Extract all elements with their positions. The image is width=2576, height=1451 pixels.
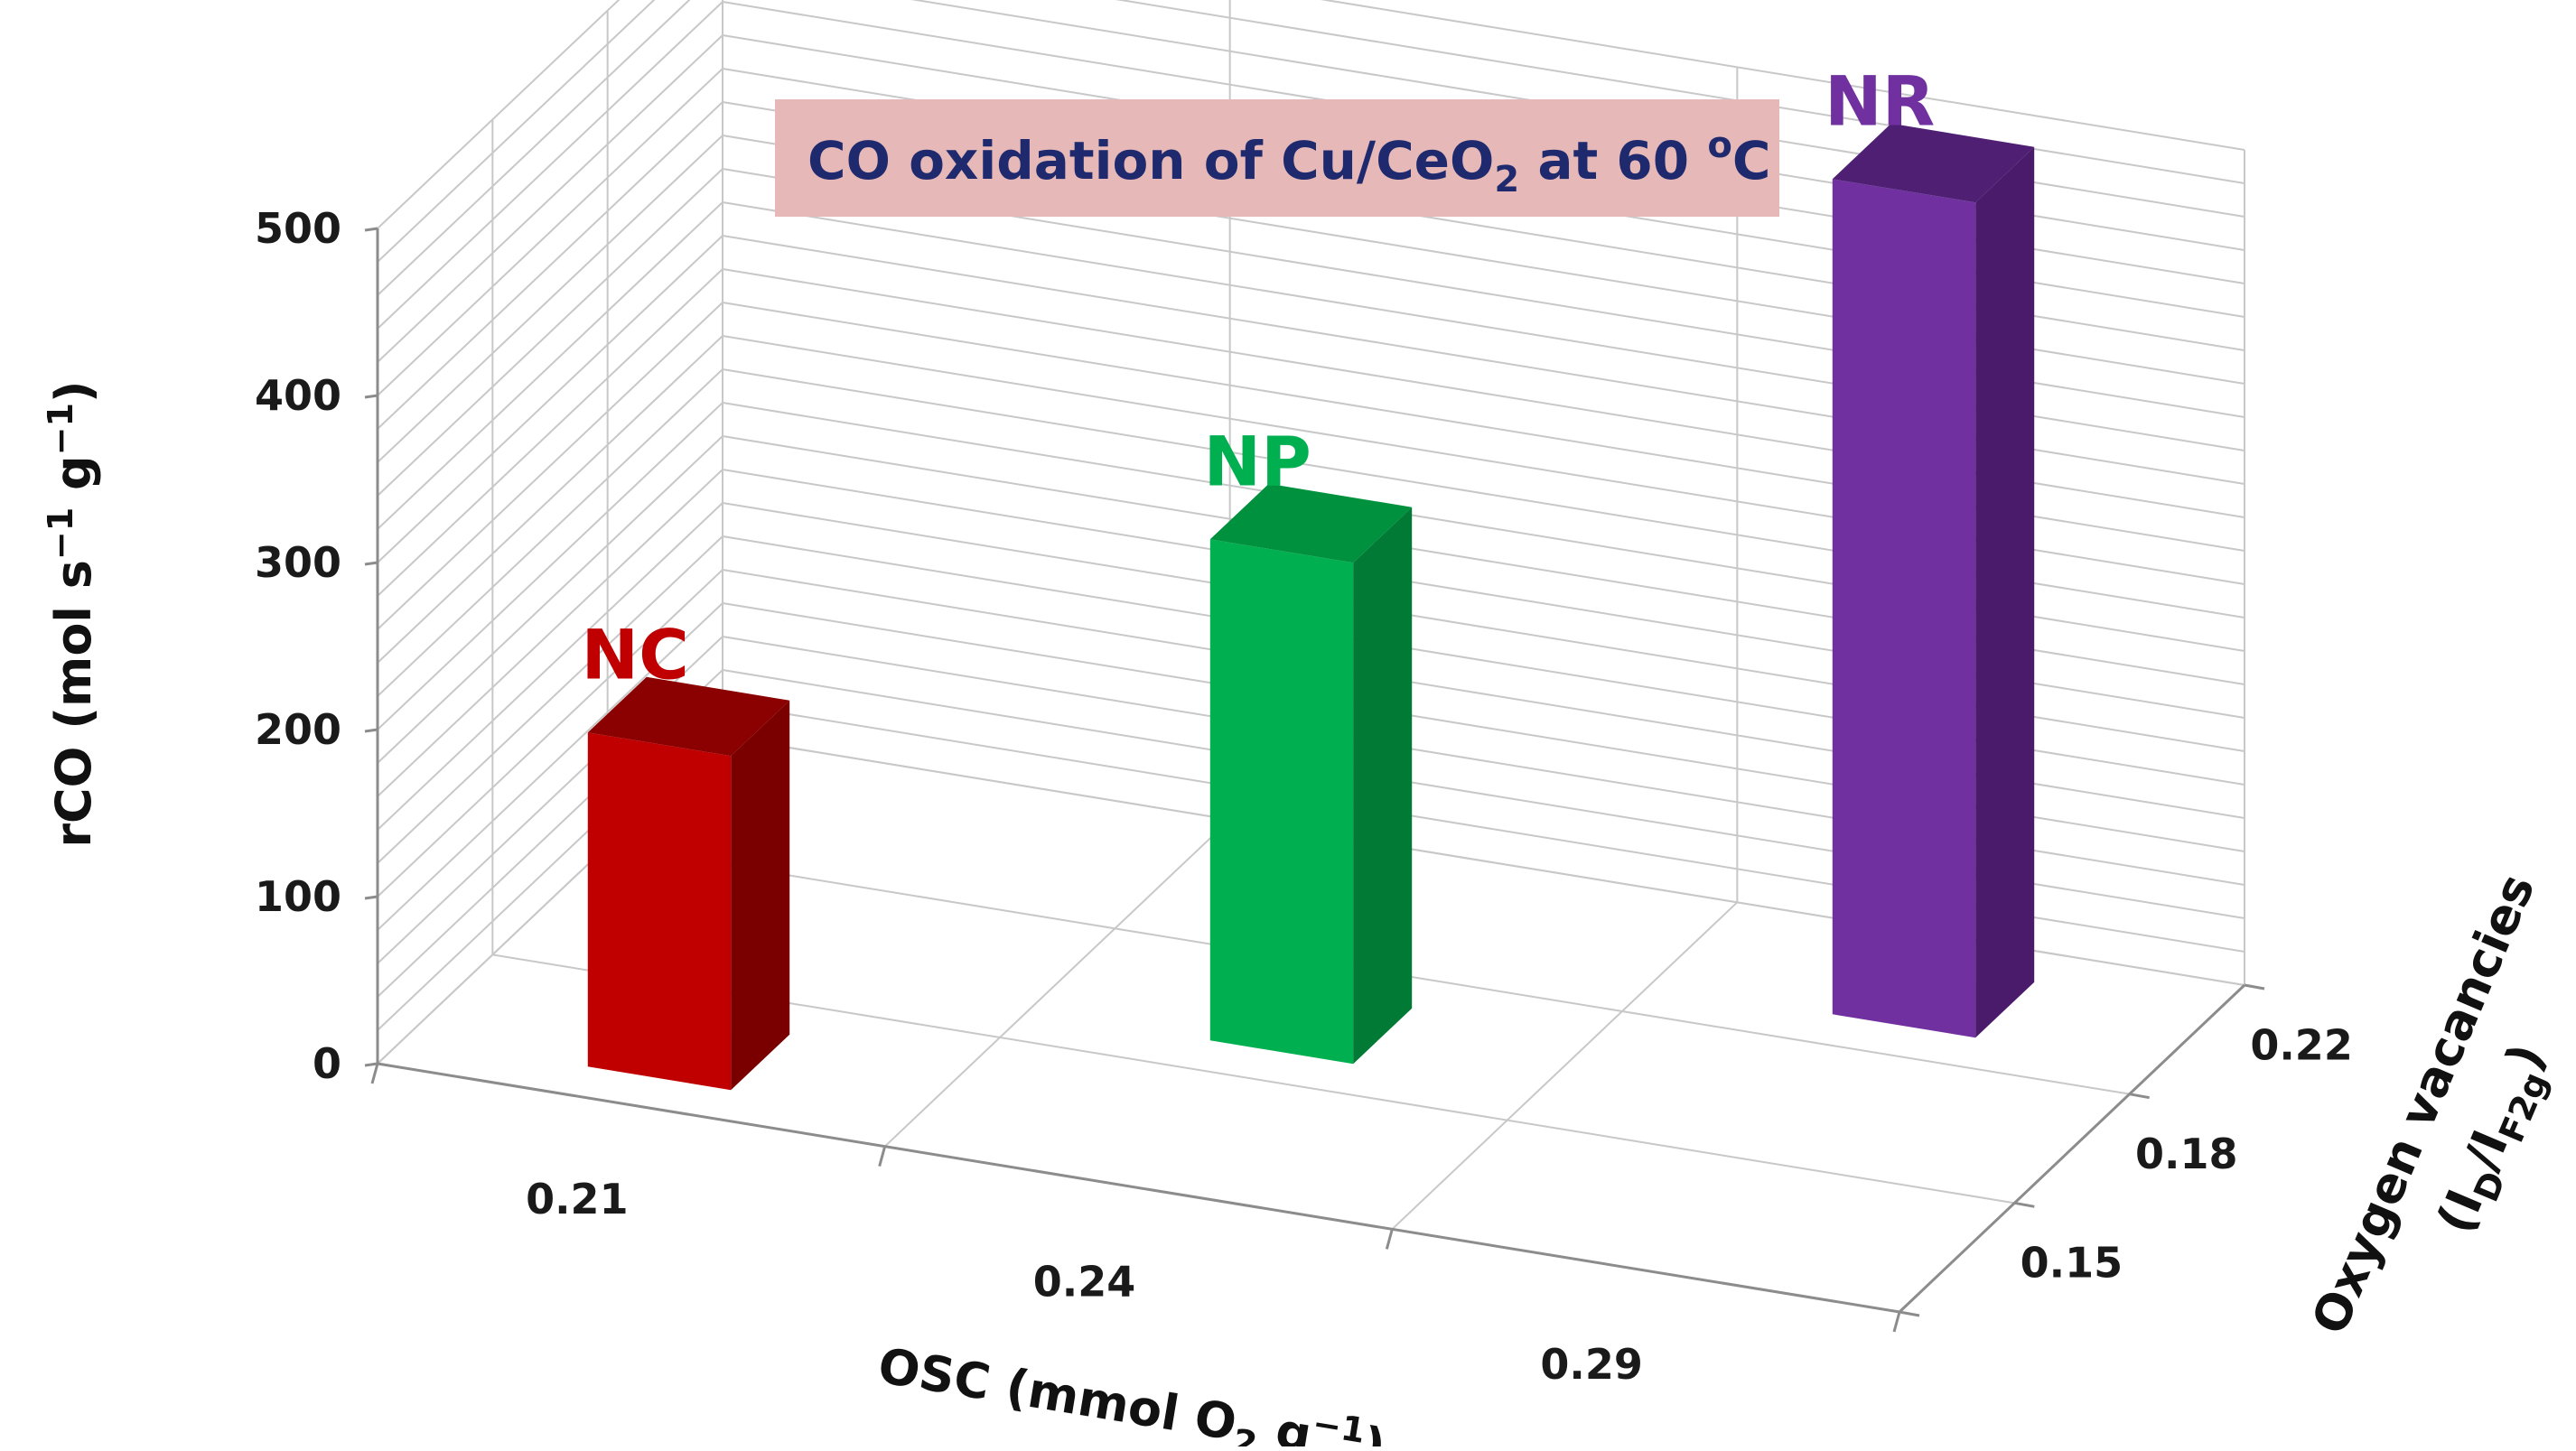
bar-nc [587,676,790,1091]
floor-gridline [1391,901,1739,1231]
side-wall-gridline [377,368,723,697]
depth-tick-label: 0.22 [2250,1020,2353,1069]
y-axis-tick [364,561,378,566]
bar-side-face [731,700,790,1091]
depth-axis-line [1898,983,2246,1314]
side-wall-gridline [377,235,723,563]
x-axis-tick [370,1063,379,1084]
side-wall-gridline [377,34,723,363]
side-wall-gridline [377,335,723,664]
x-axis-line [377,1062,1900,1314]
side-wall-gridline [377,201,723,530]
bar-top-face [1832,123,2035,203]
side-wall-gridline [377,135,723,463]
y-axis-tick [364,728,378,733]
x-tick-label: 0.21 [526,1175,629,1223]
side-wall-gridline [377,502,723,831]
chart-title-box [775,99,1779,217]
chart-axes: 0 100 200 300 400 500 0.21 0.24 0.29 0.15 0.18 0.22 [255,204,2353,1389]
y-tick-label: 500 [255,204,341,253]
bar-side-face [1353,507,1413,1065]
floor-gridline [883,818,1231,1148]
side-wall-gridline [377,569,723,898]
depth-axis-title: Oxygen vacancies (ID/IF2g) [2301,866,2556,1342]
side-wall-gridline [377,1,723,330]
y-tick-label: 300 [255,538,341,587]
bar-front-face [587,732,732,1091]
y-tick-label: 0 [313,1039,341,1088]
bar-label-nc: NC [581,615,688,695]
side-wall-gridline [377,0,691,296]
side-wall-gridline [377,0,656,263]
y-tick-label: 100 [255,872,341,921]
depth-axis-tick [1899,1310,1920,1317]
y-axis-tick [364,895,378,900]
side-wall-gridline [377,469,723,797]
side-wall-gridline [377,101,723,430]
bar-np [1209,483,1413,1065]
y-axis-tick [364,1062,378,1067]
side-wall-gridline [377,168,723,497]
y-axis-tick [364,227,378,232]
bar-nr [1832,123,2035,1038]
side-wall-gridline [377,602,723,931]
x-axis-tick [1892,1311,1901,1333]
side-wall-gridline [377,68,723,396]
depth-tick-label: 0.15 [2021,1239,2123,1288]
side-wall-gridline [377,435,723,764]
y-axis-tick [364,394,378,399]
chart-title: CO oxidation of Cu/CeO2 at 60 oC [807,125,1770,200]
x-axis-tick [878,1146,887,1167]
bar-front-face [1832,179,1976,1038]
bar-front-face [1209,539,1354,1065]
side-wall-gridline [377,0,621,229]
bar-label-nr: NR [1825,61,1935,142]
depth-axis-tick [2244,983,2265,991]
y-tick-label: 200 [255,705,341,754]
bar-side-face [1975,146,2035,1038]
depth-axis-tick [2014,1201,2035,1208]
x-tick-label: 0.29 [1540,1340,1643,1389]
y-axis-title: rCO (mol s−1 g−1) [41,380,102,847]
side-wall-gridline [377,302,723,630]
x-axis-title: OSC (mmol O2 g−1) [873,1333,1390,1446]
bar-top-face [1209,483,1413,563]
back-wall-gridline [1320,0,2245,151]
depth-tick-label: 0.18 [2135,1130,2238,1178]
side-wall-gridline [377,268,723,597]
y-tick-label: 400 [255,371,341,420]
x-axis-tick [1385,1228,1394,1250]
bar-label-np: NP [1204,422,1311,502]
bar-top-face [587,676,790,757]
side-wall-gridline [377,402,723,730]
depth-axis-tick [2129,1093,2150,1100]
x-tick-label: 0.24 [1033,1258,1136,1307]
side-wall-gridline [377,535,723,864]
chart-bars: NC NP NR [581,61,2035,1091]
